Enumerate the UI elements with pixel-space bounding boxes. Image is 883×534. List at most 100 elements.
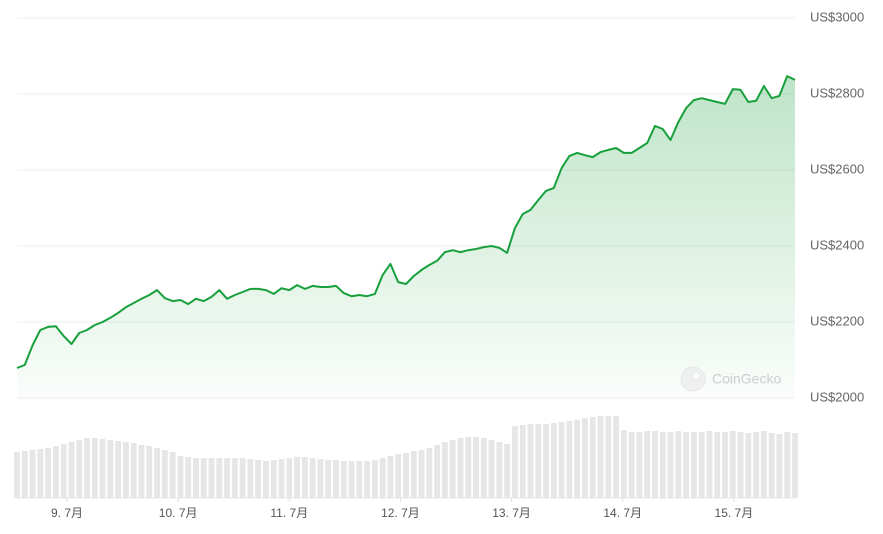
volume-bar [231, 458, 238, 498]
volume-bar [597, 416, 604, 498]
volume-bar [729, 431, 736, 498]
volume-bar [543, 424, 549, 498]
volume-bar [29, 450, 36, 498]
volume-bar [161, 450, 168, 498]
volume-bar [177, 456, 184, 498]
volume-bar [760, 431, 767, 498]
watermark-logo [680, 366, 706, 392]
volume-bar [239, 458, 246, 498]
volume-bar [784, 432, 791, 498]
volume-bar [550, 423, 557, 498]
volume-bar [255, 460, 262, 498]
volume-bar [52, 446, 59, 498]
volume-bar [193, 458, 199, 498]
volume-bar [434, 445, 441, 498]
volume-bar [340, 461, 347, 498]
volume-bar [60, 444, 67, 498]
volume-bar [45, 448, 52, 498]
volume-bar [247, 459, 254, 498]
volume-bar [200, 458, 207, 498]
volume-bar [99, 439, 106, 498]
volume-bar [636, 432, 643, 498]
volume-bar [294, 457, 301, 498]
volume-bar [644, 431, 651, 498]
volume-bar [473, 437, 479, 498]
x-tick-label: 11. 7月 [270, 506, 308, 520]
volume-bar [613, 416, 619, 498]
volume-bar [426, 448, 433, 498]
volume-bar [519, 425, 526, 498]
volume-bar [122, 442, 129, 498]
volume-bar [488, 440, 495, 498]
volume-bar [301, 457, 308, 498]
volume-bar [154, 448, 160, 498]
volume-bar [574, 420, 581, 498]
volume-bar [776, 434, 783, 498]
watermark-logo-eye [693, 373, 699, 379]
volume-bar [169, 452, 176, 498]
volume-bar [652, 431, 658, 498]
volume-bar [317, 459, 324, 498]
watermark: CoinGecko [680, 366, 781, 392]
price-line [16, 75, 796, 369]
volume-bars [14, 416, 798, 498]
labels: US$2000 US$2200 US$2400 US$2600 US$2800 US$30… [51, 9, 864, 520]
volume-bar [698, 432, 705, 498]
volume-bar [263, 461, 269, 498]
volume-bar [480, 438, 487, 498]
volume-bar [441, 442, 448, 498]
volume-bar [457, 438, 464, 498]
volume-bar [130, 443, 137, 498]
x-tick-label: 10. 7月 [159, 506, 198, 520]
volume-bar [115, 441, 122, 498]
watermark-text: CoinGecko [712, 371, 781, 387]
volume-bar [286, 458, 293, 498]
volume-bar [706, 431, 713, 498]
volume-bar [449, 440, 456, 498]
volume-bar [496, 442, 503, 498]
volume-bar [216, 458, 223, 498]
volume-bar [138, 445, 145, 498]
volume-bar [91, 438, 98, 498]
volume-bar [589, 417, 596, 498]
y-tick-label: US$2200 [810, 313, 864, 328]
volume-bar [84, 438, 90, 498]
volume-bar [690, 432, 697, 498]
y-tick-label: US$2400 [810, 237, 864, 252]
x-tick-label: 13. 7月 [492, 506, 531, 520]
volume-bar [208, 458, 215, 498]
volume-bar [356, 461, 363, 498]
volume-bar [224, 458, 230, 498]
volume-bar [371, 460, 378, 498]
y-tick-label: US$2600 [810, 161, 864, 176]
volume-bar [270, 460, 277, 498]
x-tick-label: 15. 7月 [715, 506, 754, 520]
volume-bar [379, 458, 386, 498]
volume-bar [714, 432, 721, 498]
volume-bar [21, 451, 28, 498]
x-tick-label: 14. 7月 [603, 506, 642, 520]
volume-bar [348, 461, 355, 498]
volume-bar [675, 431, 682, 498]
volume-bar [325, 460, 332, 498]
volume-bar [76, 440, 83, 498]
volume-bar [722, 432, 728, 498]
volume-bar [683, 432, 690, 498]
volume-bar [403, 453, 409, 498]
plot [16, 75, 796, 398]
x-tick-label: 12. 7月 [381, 506, 420, 520]
volume-bar [418, 450, 425, 498]
volume-bar [558, 422, 565, 498]
volume-bar [620, 430, 627, 498]
volume-bar [107, 440, 114, 498]
volume-bar [566, 421, 573, 498]
volume-bar [504, 444, 511, 498]
volume-bar [628, 432, 635, 498]
volume-bar [768, 433, 775, 498]
volume-bar [737, 432, 744, 498]
volume-bar [465, 437, 472, 498]
volume-bar [582, 418, 588, 498]
y-tick-label: US$3000 [810, 9, 864, 24]
volume-bar [387, 456, 394, 498]
